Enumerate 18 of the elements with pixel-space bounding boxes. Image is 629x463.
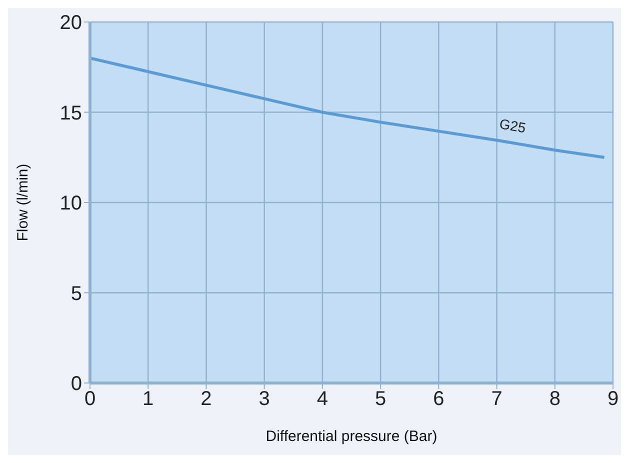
x-tick-label: 4 xyxy=(316,388,328,410)
x-tick-label: 2 xyxy=(200,388,212,410)
x-tick-label: 7 xyxy=(491,388,502,410)
y-tick-label: 20 xyxy=(60,12,82,34)
y-tick-label: 0 xyxy=(70,373,82,396)
x-tick-label: 3 xyxy=(258,388,270,410)
x-tick-label: 9 xyxy=(607,388,619,410)
x-tick-label: 1 xyxy=(142,388,154,410)
y-tick-label: 15 xyxy=(60,102,82,124)
y-tick-label: 10 xyxy=(60,192,82,215)
x-tick-label: 8 xyxy=(549,388,560,410)
line-series xyxy=(90,56,606,159)
x-axis-title: Differential pressure (Bar) xyxy=(266,428,438,445)
x-tick-label: 6 xyxy=(433,388,444,410)
y-axis-title: Flow (l/min) xyxy=(14,164,32,242)
y-tick-label: 5 xyxy=(70,282,82,305)
text: G25 xyxy=(498,115,528,136)
x-tick-label: 5 xyxy=(374,388,386,410)
